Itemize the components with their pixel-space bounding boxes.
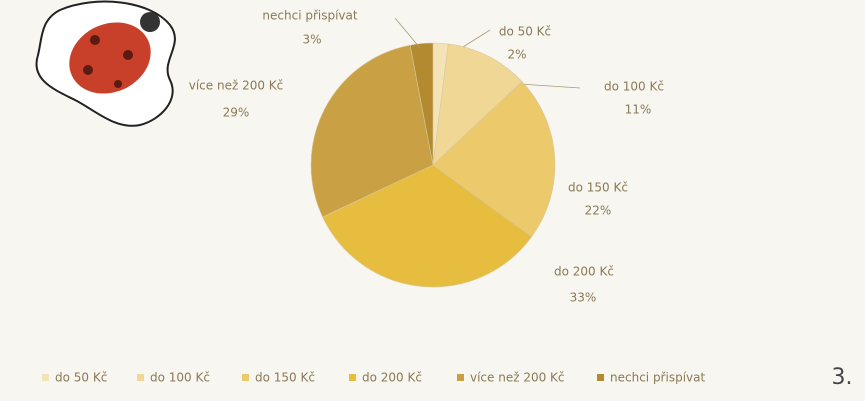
legend-swatch (137, 374, 144, 381)
legend-label: do 200 Kč (362, 371, 422, 385)
legend-label: do 100 Kč (150, 371, 210, 385)
leader-line (394, 17, 421, 49)
slice-label: nechci přispívat (262, 9, 357, 23)
slice-value-label: 22% (585, 204, 612, 218)
page-mark: 3. (832, 365, 853, 390)
slice-value-label: 29% (223, 106, 250, 120)
legend-swatch (349, 374, 356, 381)
pie-slice (432, 43, 523, 166)
pie-slice (432, 81, 556, 238)
legend-swatch (242, 374, 249, 381)
legend-swatch (42, 374, 49, 381)
slice-label: do 50 Kč (499, 25, 551, 39)
pie-slice (310, 44, 434, 218)
legend-swatch (597, 374, 604, 381)
legend-label: více než 200 Kč (470, 371, 565, 385)
ladybug-sticker (35, 0, 176, 127)
slice-value-label: 3% (302, 33, 321, 47)
leader-line (519, 83, 581, 89)
pie-slice (322, 164, 533, 288)
slice-value-label: 33% (570, 291, 597, 305)
slice-label: do 200 Kč (554, 265, 614, 279)
legend-swatch (457, 374, 464, 381)
slice-label: do 100 Kč (604, 80, 664, 94)
slice-value-label: 2% (507, 48, 526, 62)
slice-value-label: 11% (625, 103, 652, 117)
legend-label: do 150 Kč (255, 371, 315, 385)
legend-label: nechci přispívat (610, 371, 705, 385)
slice-label: více než 200 Kč (189, 79, 284, 93)
slice-label: do 150 Kč (568, 181, 628, 195)
pie-slice (409, 42, 434, 166)
legend-label: do 50 Kč (55, 371, 107, 385)
